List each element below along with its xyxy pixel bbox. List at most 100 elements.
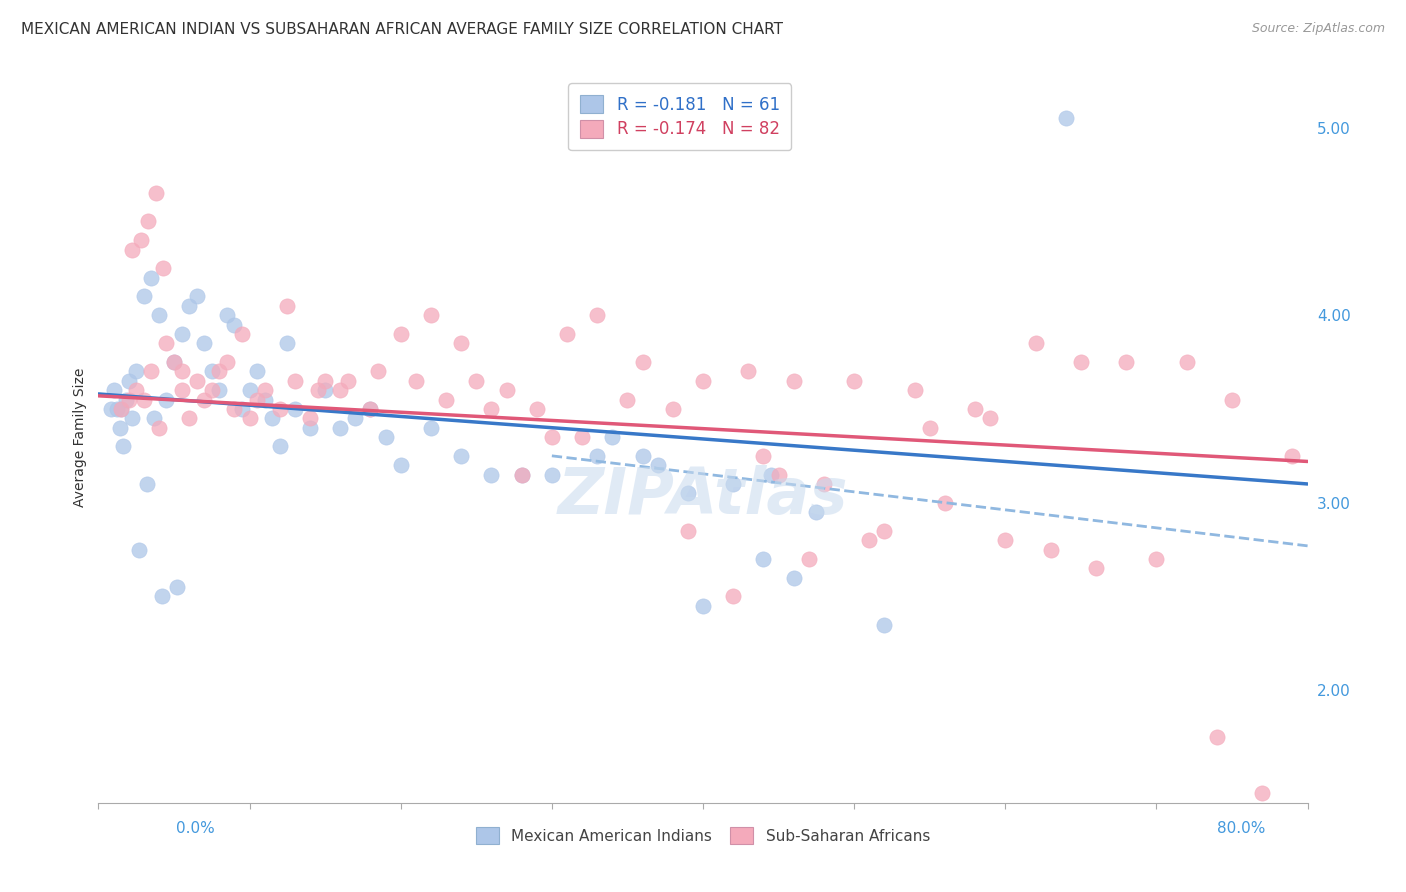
Point [170,326,193,341]
Point [336,374,359,388]
Point [231,401,253,416]
Point [163,355,186,369]
Point [676,524,699,538]
Point [125,364,148,378]
Point [1070,355,1092,369]
Point [918,420,941,434]
Point [141,270,163,285]
Point [208,364,231,378]
Point [1251,786,1274,800]
Point [121,411,143,425]
Point [276,336,298,351]
Point [108,420,131,434]
Point [434,392,457,407]
Point [389,326,412,341]
Point [201,383,224,397]
Point [844,374,866,388]
Point [873,524,896,538]
Point [329,383,352,397]
Point [571,430,593,444]
Point [586,449,609,463]
Point [193,392,215,407]
Text: ZIPAtlas: ZIPAtlas [558,465,848,526]
Point [1039,542,1062,557]
Point [797,552,820,566]
Point [631,449,654,463]
Point [647,458,669,473]
Point [215,308,238,322]
Point [759,467,782,482]
Point [783,374,806,388]
Point [994,533,1017,548]
Point [1054,112,1077,126]
Point [768,467,790,482]
Point [965,401,987,416]
Point [224,318,246,332]
Point [737,364,759,378]
Point [284,374,307,388]
Point [253,383,276,397]
Point [155,392,177,407]
Point [586,308,609,322]
Point [163,355,186,369]
Point [783,571,806,585]
Point [616,392,638,407]
Point [136,214,159,228]
Point [752,449,775,463]
Point [299,411,322,425]
Point [129,233,152,247]
Point [723,477,745,491]
Point [858,533,880,548]
Point [752,552,775,566]
Point [141,364,163,378]
Point [215,355,238,369]
Point [1085,561,1108,575]
Point [246,392,269,407]
Point [329,420,352,434]
Text: 0.0%: 0.0% [176,821,215,836]
Point [374,430,396,444]
Point [208,383,231,397]
Legend: Mexican American Indians, Sub-Saharan Africans: Mexican American Indians, Sub-Saharan Af… [470,822,936,850]
Point [155,336,177,351]
Point [193,336,215,351]
Point [118,392,141,407]
Point [631,355,654,369]
Point [269,440,291,454]
Point [692,599,714,613]
Point [979,411,1001,425]
Point [367,364,389,378]
Point [186,289,208,303]
Point [806,505,828,519]
Point [420,420,443,434]
Point [276,299,298,313]
Text: MEXICAN AMERICAN INDIAN VS SUBSAHARAN AFRICAN AVERAGE FAMILY SIZE CORRELATION CH: MEXICAN AMERICAN INDIAN VS SUBSAHARAN AF… [21,22,783,37]
Point [253,392,276,407]
Text: 80.0%: 80.0% [1218,821,1265,836]
Point [510,467,533,482]
Point [186,374,208,388]
Point [904,383,927,397]
Point [1206,730,1229,744]
Point [246,364,269,378]
Point [231,326,253,341]
Point [481,401,503,416]
Point [239,411,262,425]
Point [360,401,382,416]
Point [110,401,132,416]
Point [934,496,956,510]
Y-axis label: Average Family Size: Average Family Size [73,368,87,507]
Point [1115,355,1137,369]
Text: Source: ZipAtlas.com: Source: ZipAtlas.com [1251,22,1385,36]
Point [179,411,201,425]
Point [540,467,562,482]
Point [299,420,322,434]
Point [314,374,336,388]
Point [170,383,193,397]
Point [100,401,122,416]
Point [1146,552,1168,566]
Point [118,374,141,388]
Point [602,430,624,444]
Point [813,477,835,491]
Point [661,401,683,416]
